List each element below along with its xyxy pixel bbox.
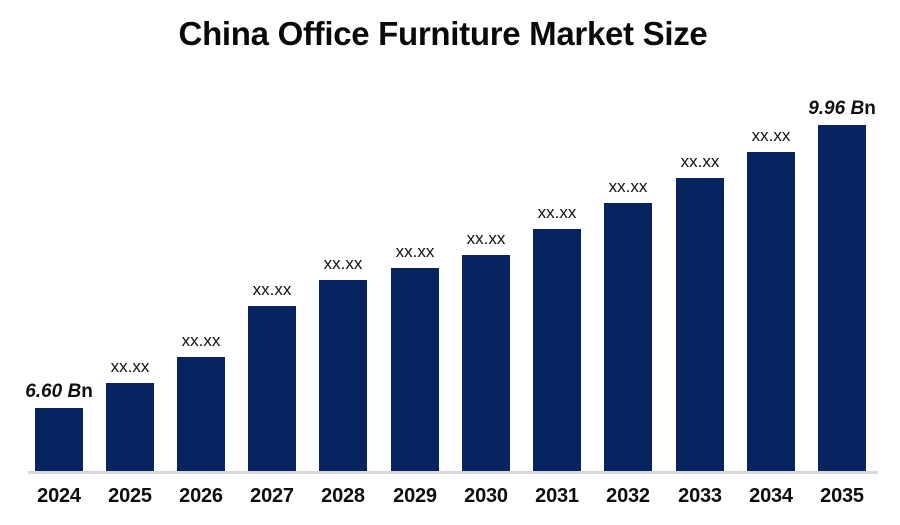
bar	[533, 229, 581, 471]
x-tick-2035: 2035	[820, 485, 864, 507]
bar	[177, 357, 225, 471]
bar-value-label: xx.xx	[252, 280, 292, 299]
bar-value-label: xx.xx	[395, 242, 435, 261]
bar-value-label: xx.xx	[537, 203, 577, 222]
bar-value-unit: n	[81, 381, 93, 402]
x-tick-2031: 2031	[535, 485, 579, 507]
x-tick-2030: 2030	[464, 485, 508, 507]
bar-value-label: xx.xx	[110, 357, 150, 376]
bar-value-label: xx.xx	[680, 152, 720, 171]
bar-value-label: 9.96 Bn	[782, 99, 900, 119]
bar-value-number: 6.60 B	[25, 381, 82, 402]
x-tick-2028: 2028	[321, 485, 365, 507]
bar	[604, 203, 652, 471]
bar-value-label: xx.xx	[608, 177, 648, 196]
x-tick-2034: 2034	[749, 485, 793, 507]
bar	[747, 152, 795, 471]
bar-value-label: xx.xx	[323, 254, 363, 273]
bar	[462, 255, 510, 471]
bar	[818, 125, 866, 471]
bar	[391, 268, 439, 471]
bar	[106, 383, 154, 471]
x-tick-2025: 2025	[108, 485, 152, 507]
page-title: China Office Furniture Market Size	[178, 15, 708, 52]
bar-value-label: xx.xx	[181, 331, 221, 350]
bar	[248, 306, 296, 471]
x-tick-2026: 2026	[179, 485, 223, 507]
x-tick-2027: 2027	[250, 485, 294, 507]
bar-value-number: 9.96 B	[808, 98, 865, 119]
bar	[676, 178, 724, 471]
bar	[35, 408, 83, 471]
bar-value-label: xx.xx	[466, 229, 506, 248]
x-tick-2029: 2029	[393, 485, 437, 507]
x-tick-2032: 2032	[606, 485, 650, 507]
bar-value-label: xx.xx	[751, 126, 791, 145]
x-axis-line	[28, 471, 878, 474]
x-tick-2024: 2024	[37, 485, 81, 507]
bar-value-label: 6.60 Bn	[0, 382, 119, 402]
x-tick-2033: 2033	[678, 485, 722, 507]
bar	[319, 280, 367, 471]
bar-value-unit: n	[864, 98, 876, 119]
